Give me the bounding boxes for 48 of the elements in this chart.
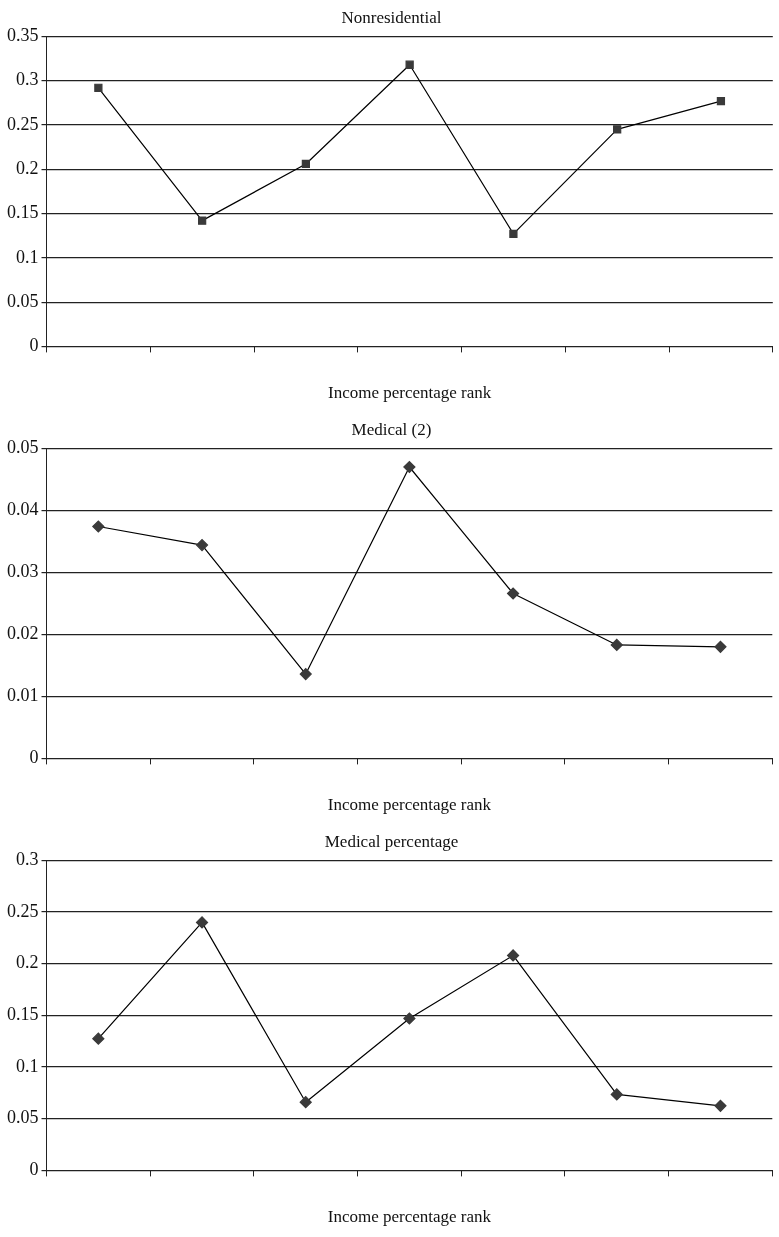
- point: [610, 638, 623, 652]
- point: [299, 1096, 312, 1109]
- y-tick-label: 0: [29, 1159, 39, 1180]
- y-tick-label: 0.01: [7, 685, 39, 706]
- y-tick-label: 0.05: [7, 290, 39, 311]
- point: [610, 1088, 623, 1101]
- point: [198, 216, 207, 225]
- y-tick-label: 0.05: [7, 437, 39, 458]
- y-tick-label: 0.35: [7, 25, 39, 46]
- y-tick-label: 0.03: [7, 561, 39, 582]
- y-tick-label: 0.1: [16, 1055, 39, 1076]
- y-tick-label: 0.02: [7, 623, 39, 644]
- x-axis-title: Income percentage rank: [327, 795, 492, 815]
- point: [195, 539, 209, 552]
- y-tick-label: 0.25: [7, 900, 39, 921]
- x-axis-title: Income percentage rank: [328, 383, 492, 403]
- y-tick-label: 0: [29, 747, 39, 768]
- point: [509, 229, 518, 239]
- point: [92, 520, 105, 533]
- x-axis-title: Income percentage rank: [327, 1207, 492, 1227]
- y-tick-label: 0: [29, 335, 39, 356]
- y-tick-label: 0.05: [7, 1107, 39, 1128]
- point: [506, 949, 520, 962]
- point: [714, 640, 727, 653]
- point: [714, 1099, 727, 1112]
- point: [403, 460, 416, 474]
- point: [716, 96, 726, 106]
- point: [299, 667, 312, 681]
- y-tick-label: 0.1: [16, 246, 39, 267]
- y-tick-label: 0.15: [7, 1004, 39, 1025]
- y-tick-label: 0.2: [16, 157, 39, 178]
- y-tick-label: 0.15: [7, 202, 39, 223]
- point: [403, 1012, 416, 1025]
- chart-title: Nonresidential: [341, 7, 442, 27]
- point: [94, 83, 103, 92]
- point: [195, 916, 209, 929]
- point: [613, 125, 622, 134]
- point: [405, 60, 414, 69]
- y-tick-label: 0.25: [7, 113, 39, 134]
- point: [506, 587, 520, 600]
- point: [92, 1032, 105, 1045]
- y-tick-label: 0.3: [16, 69, 39, 90]
- chart-title: Medical percentage: [324, 831, 459, 851]
- y-tick-label: 0.04: [7, 499, 39, 520]
- y-tick-label: 0.2: [16, 952, 39, 973]
- y-tick-label: 0.3: [16, 849, 39, 870]
- chart-title: Medical (2): [351, 419, 432, 439]
- point: [301, 159, 311, 169]
